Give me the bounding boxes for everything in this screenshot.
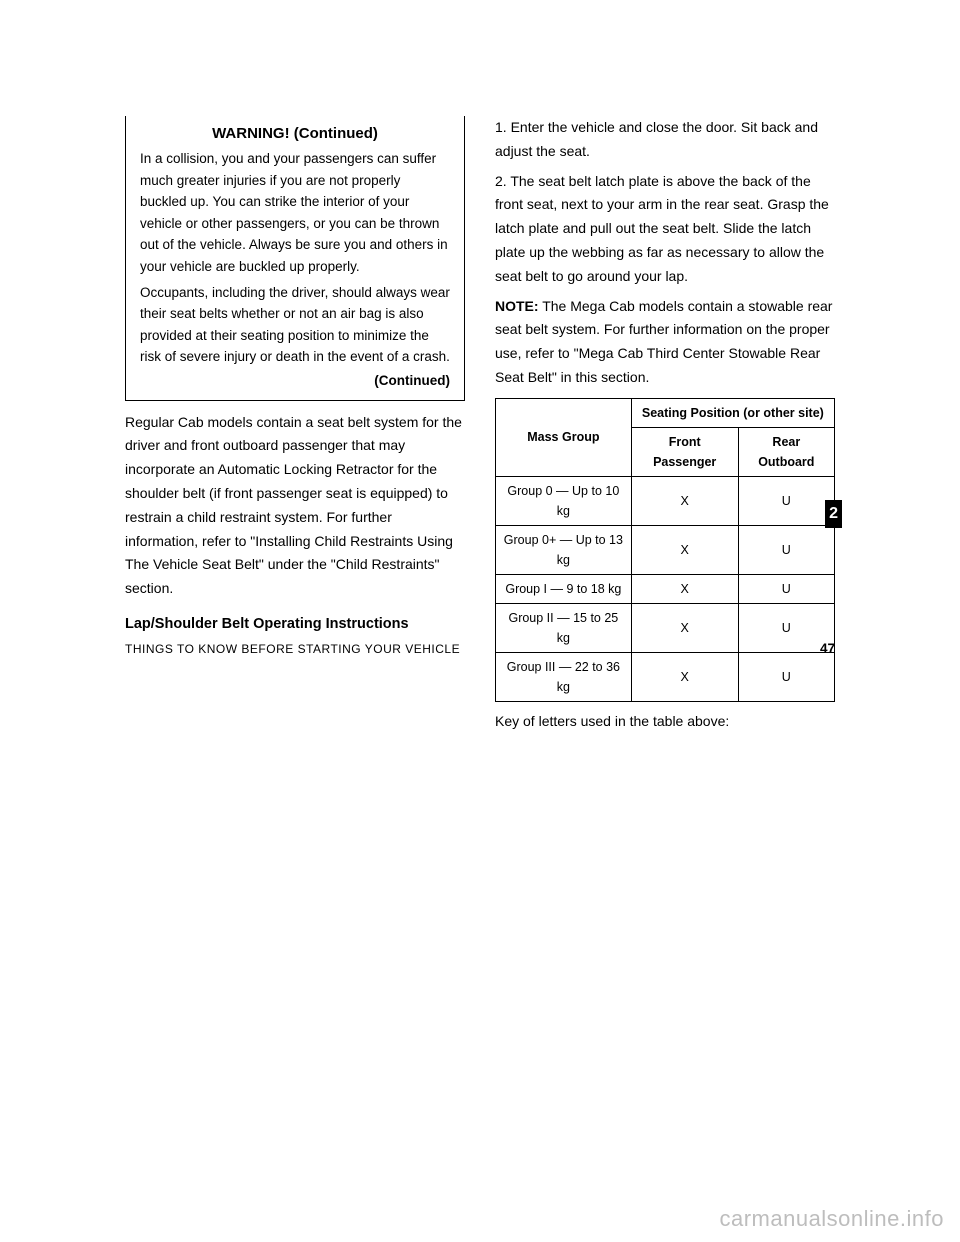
footer-right: 47 bbox=[820, 641, 835, 656]
cell: X bbox=[631, 652, 738, 701]
note-text: The Mega Cab models contain a stowable r… bbox=[495, 298, 832, 385]
cell: U bbox=[738, 652, 834, 701]
cell: U bbox=[738, 574, 834, 603]
cell: X bbox=[631, 476, 738, 525]
warning-continued: (Continued) bbox=[140, 370, 450, 392]
th-front-passenger: Front Passenger bbox=[631, 427, 738, 476]
left-paragraph: Regular Cab models contain a seat belt s… bbox=[125, 411, 465, 601]
watermark: carmanualsonline.info bbox=[719, 1206, 944, 1232]
table-row: Group II — 15 to 25 kg X U bbox=[496, 603, 835, 652]
cell: Group II — 15 to 25 kg bbox=[496, 603, 632, 652]
table-row: Group I — 9 to 18 kg X U bbox=[496, 574, 835, 603]
cell: Group III — 22 to 36 kg bbox=[496, 652, 632, 701]
th-mass-group: Mass Group bbox=[496, 398, 632, 476]
cell: Group 0+ — Up to 13 kg bbox=[496, 525, 632, 574]
warning-box: WARNING! (Continued) In a collision, you… bbox=[125, 116, 465, 401]
cell: Group I — 9 to 18 kg bbox=[496, 574, 632, 603]
cell: X bbox=[631, 603, 738, 652]
cell: U bbox=[738, 476, 834, 525]
footer-left: THINGS TO KNOW BEFORE STARTING YOUR VEHI… bbox=[125, 642, 460, 656]
th-seating: Seating Position (or other site) bbox=[631, 398, 834, 427]
cell: X bbox=[631, 574, 738, 603]
step-2: 2. The seat belt latch plate is above th… bbox=[495, 170, 835, 289]
warning-body-1: In a collision, you and your passengers … bbox=[140, 148, 450, 278]
note-block: NOTE: The Mega Cab models contain a stow… bbox=[495, 295, 835, 390]
warning-header: WARNING! (Continued) bbox=[140, 122, 450, 146]
mass-group-table: Mass Group Seating Position (or other si… bbox=[495, 398, 835, 702]
th-rear-outboard: Rear Outboard bbox=[738, 427, 834, 476]
warning-body-2: Occupants, including the driver, should … bbox=[140, 282, 450, 368]
cell: X bbox=[631, 525, 738, 574]
step-1: 1. Enter the vehicle and close the door.… bbox=[495, 116, 835, 164]
cell: U bbox=[738, 525, 834, 574]
side-tab: 2 bbox=[825, 500, 842, 528]
table-row: Group 0 — Up to 10 kg X U bbox=[496, 476, 835, 525]
cell: Group 0 — Up to 10 kg bbox=[496, 476, 632, 525]
note-label: NOTE: bbox=[495, 298, 539, 314]
key-text: Key of letters used in the table above: bbox=[495, 710, 835, 734]
table-row: Group 0+ — Up to 13 kg X U bbox=[496, 525, 835, 574]
subheading: Lap/Shoulder Belt Operating Instructions bbox=[125, 613, 465, 636]
table-row: Group III — 22 to 36 kg X U bbox=[496, 652, 835, 701]
